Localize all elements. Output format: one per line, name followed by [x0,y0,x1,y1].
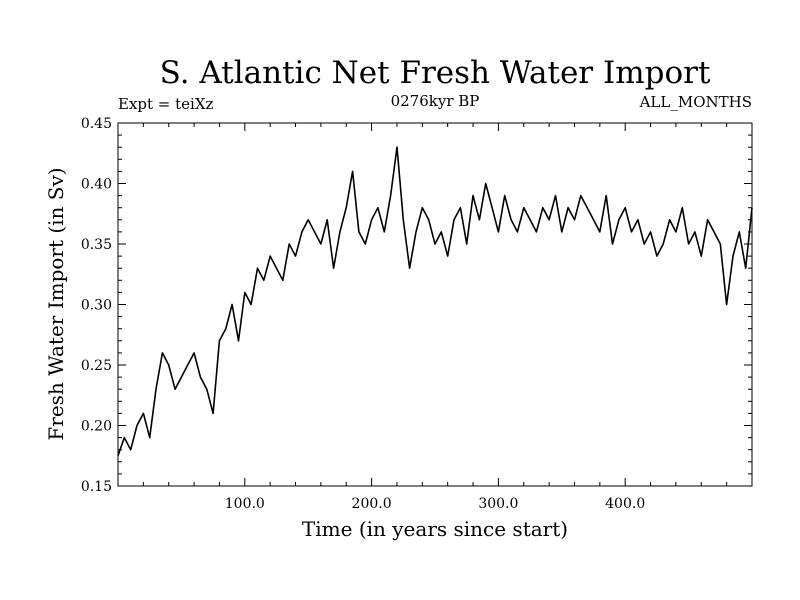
chart-title: S. Atlantic Net Fresh Water Import [160,55,711,91]
y-tick-label: 0.30 [81,298,112,314]
y-tick-label: 0.40 [81,177,112,193]
x-tick-label: 100.0 [225,496,265,512]
y-tick-label: 0.25 [81,358,112,374]
y-tick-label: 0.35 [81,237,112,253]
plot-frame [117,122,753,487]
x-tick-label: 300.0 [478,496,518,512]
months-label: ALL_MONTHS [639,93,752,111]
series-line [117,146,753,457]
y-axis-label: Fresh Water Import (in Sv) [44,167,68,440]
period-label: 0276kyr BP [391,92,480,110]
axis-tick-labels: 0.15 0.20 0.25 0.30 0.35 0.40 0.45 100.0 200.0 30… [81,116,645,512]
axis-ticks [118,122,752,487]
y-tick-label: 0.45 [81,116,112,132]
x-axis-label: Time (in years since start) [302,517,568,541]
x-tick-label: 400.0 [605,496,645,512]
y-tick-label: 0.15 [81,479,112,495]
experiment-label: Expt = teiXz [118,95,214,113]
y-tick-label: 0.20 [81,419,112,435]
x-tick-label: 200.0 [352,496,392,512]
